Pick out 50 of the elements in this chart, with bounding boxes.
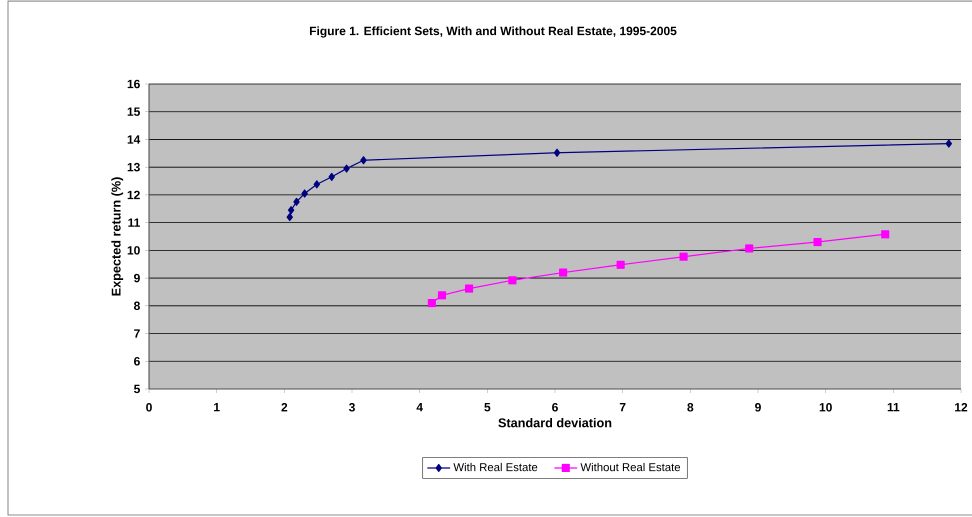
- point: [946, 140, 952, 148]
- point: [813, 238, 822, 246]
- point: [554, 148, 560, 157]
- point: [293, 198, 300, 206]
- x-tick-label: 6: [552, 403, 558, 412]
- x-tick-label: 10: [820, 403, 832, 412]
- y-axis-title: Expected return (%): [111, 177, 124, 296]
- point: [616, 260, 625, 269]
- y-tick-label: 10: [128, 246, 140, 255]
- x-tick-label: 9: [755, 403, 761, 412]
- y-tick-label: 13: [128, 162, 140, 172]
- point: [465, 284, 474, 293]
- point: [288, 206, 294, 214]
- y-tick-label: 11: [128, 218, 140, 227]
- point: [428, 298, 436, 308]
- legend-label: Without Real Estate: [580, 462, 680, 472]
- point: [438, 291, 446, 300]
- x-tick-label: 1: [214, 403, 220, 412]
- y-tick-label: 14: [128, 135, 140, 144]
- x-tick-label: 11: [888, 403, 900, 412]
- point: [328, 172, 335, 181]
- point: [343, 164, 350, 173]
- point: [881, 230, 890, 238]
- point: [286, 213, 293, 222]
- x-tick-label: 7: [620, 403, 626, 412]
- point: [745, 244, 754, 252]
- x-tick-label: 4: [416, 403, 423, 412]
- x-tick-label: 2: [281, 403, 288, 412]
- legend-label: With Real Estate: [453, 462, 538, 472]
- x-axis-title: Standard deviation: [498, 418, 612, 428]
- x-tick-label: 8: [687, 403, 694, 412]
- point: [301, 189, 308, 198]
- point: [360, 156, 367, 164]
- point: [559, 268, 568, 277]
- point: [314, 180, 320, 188]
- y-tick-label: 16: [128, 80, 140, 88]
- y-tick-label: 15: [128, 108, 140, 116]
- y-tick-label: 5: [134, 384, 140, 394]
- point: [508, 276, 516, 284]
- y-tick-label: 12: [128, 190, 140, 200]
- y-tick-label: 9: [134, 274, 140, 282]
- x-tick-label: 0: [146, 403, 152, 412]
- x-tick-label: 12: [955, 403, 968, 412]
- chart-title: Figure 1. Efficient Sets, With and Without Real Estate, 1995-2005: [310, 26, 676, 38]
- point: [680, 252, 688, 261]
- x-tick-label: 3: [348, 403, 355, 412]
- y-tick-label: 8: [134, 302, 140, 310]
- y-tick-label: 6: [134, 357, 140, 366]
- x-tick-label: 5: [484, 403, 490, 412]
- y-tick-label: 7: [134, 329, 140, 338]
